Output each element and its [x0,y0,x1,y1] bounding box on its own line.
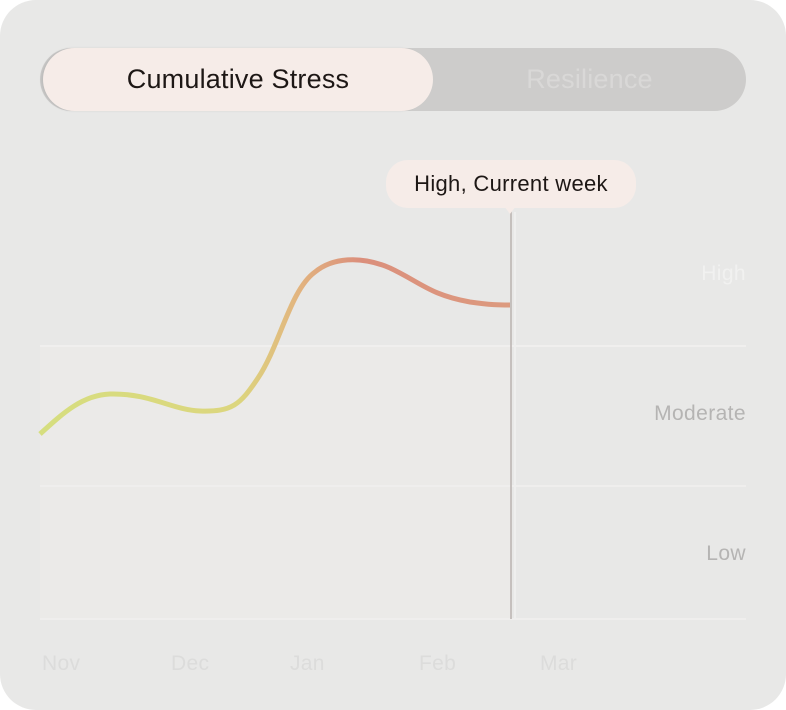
current-week-tooltip: High, Current week [386,160,636,208]
metric-toggle: Cumulative Stress Resilience [40,48,746,111]
x-label-jan: Jan [290,652,325,675]
plot-area [40,346,511,618]
x-label-feb: Feb [419,652,457,675]
y-label-moderate: Moderate [654,402,746,425]
x-label-mar: Mar [540,652,578,675]
stress-line [38,257,511,436]
x-label-dec: Dec [171,652,210,675]
x-label-nov: Nov [42,652,81,675]
y-label-low: Low [706,542,746,565]
tooltip-pointer [504,206,516,214]
y-label-high: High [701,262,746,285]
tab-resilience[interactable]: Resilience [526,64,653,94]
tooltip-text: High, Current week [414,171,608,196]
tab-cumulative-stress[interactable]: Cumulative Stress [43,48,433,111]
